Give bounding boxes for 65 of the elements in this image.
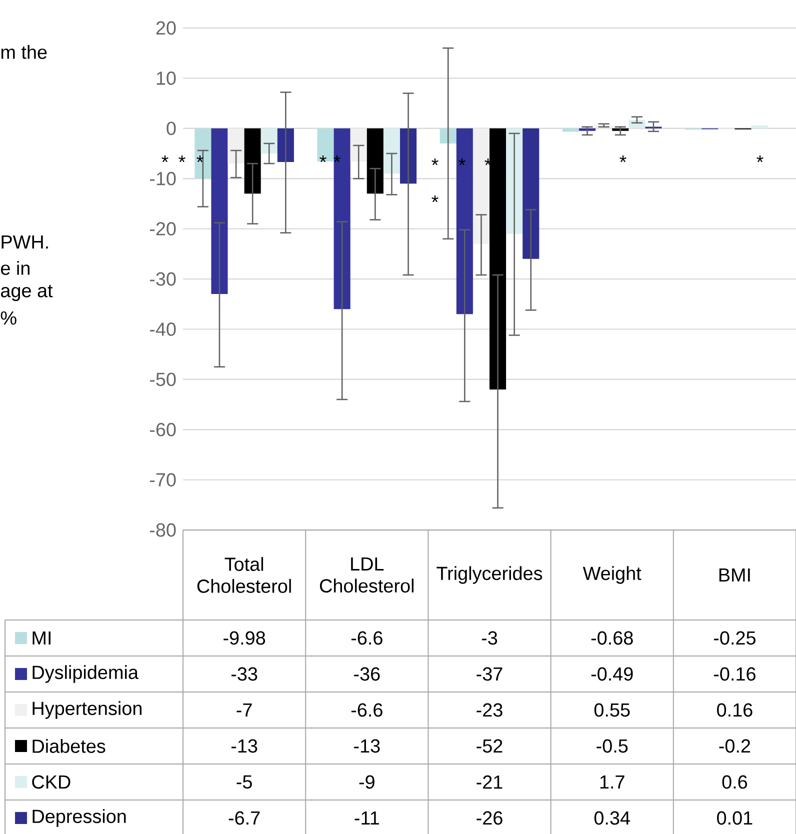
annotation: * — [756, 155, 764, 162]
data-label: 0.34 — [594, 811, 630, 825]
data-label: 0.6 — [722, 775, 748, 789]
y-tick-label: 20 — [156, 21, 176, 35]
annotation: * — [178, 155, 186, 162]
annotation: * — [458, 158, 466, 166]
data-label: -11 — [354, 811, 379, 825]
data-label: -9 — [359, 775, 374, 789]
y-tick-label: -10 — [150, 172, 176, 186]
data-label: -52 — [476, 739, 502, 753]
data-label: -37 — [476, 667, 502, 681]
data-label: -9.98 — [224, 631, 266, 645]
x-tick-label: Triglycerides — [436, 566, 542, 584]
y-tick-label: 10 — [156, 71, 176, 85]
data-label: -36 — [354, 667, 380, 681]
data-label: -21 — [476, 775, 502, 789]
y-tick-label: -30 — [150, 272, 176, 286]
data-label: -0.16 — [714, 667, 756, 681]
text: age at — [0, 284, 53, 302]
legend-label: Depression — [32, 809, 126, 827]
data-label: -6.6 — [351, 703, 382, 717]
y-tick-label: -60 — [150, 422, 176, 436]
annotation: * — [432, 195, 438, 202]
y-tick-label: 0 — [166, 122, 176, 136]
y-tick-label: -40 — [150, 322, 176, 336]
annotation: * — [320, 155, 326, 162]
data-label: -33 — [231, 667, 258, 681]
legend-label: Diabetes — [32, 739, 106, 753]
legend-label: Dyslipidemia — [32, 665, 138, 683]
data-label: -3 — [482, 631, 498, 645]
data-label: -0.68 — [591, 631, 633, 645]
legend-label: MI — [32, 631, 50, 645]
data-label: -0.25 — [714, 631, 756, 645]
legend-label: Hypertension — [32, 701, 142, 719]
x-tick-label: BMI — [719, 568, 750, 582]
annotation: * — [620, 155, 626, 162]
data-label: 0.01 — [717, 811, 752, 825]
text: % — [0, 311, 16, 325]
data-label: -6.7 — [228, 811, 260, 825]
text: e in — [0, 261, 30, 275]
data-label: -6.6 — [351, 631, 382, 645]
data-label: -0.49 — [591, 667, 633, 681]
data-label: -13 — [231, 739, 258, 753]
data-label: 0.16 — [717, 703, 752, 717]
data-label: -7 — [236, 703, 252, 717]
x-tick-label: Weight — [582, 566, 642, 584]
data-label: -0.2 — [719, 739, 750, 753]
data-label: -23 — [476, 703, 502, 717]
annotation: * — [432, 158, 438, 166]
y-tick-label: -20 — [150, 222, 176, 236]
text: PWH. — [2, 235, 48, 249]
x-tick-label: Total Cholesterol — [197, 557, 291, 593]
data-label: 0.55 — [594, 703, 630, 717]
text: m the — [1, 45, 47, 59]
data-label: -0.5 — [596, 739, 628, 753]
y-tick-label: -70 — [150, 473, 176, 486]
y-tick-label: -50 — [150, 372, 176, 386]
text: * — [162, 155, 168, 162]
data-label: 1.7 — [600, 775, 624, 789]
data-label: -13 — [354, 739, 380, 753]
x-tick-label: LDL Cholesterol — [320, 557, 414, 593]
y-tick-label: -80 — [150, 523, 176, 537]
legend-label: CKD — [32, 775, 70, 789]
data-label: -26 — [476, 811, 502, 825]
data-label: -5 — [236, 775, 252, 789]
